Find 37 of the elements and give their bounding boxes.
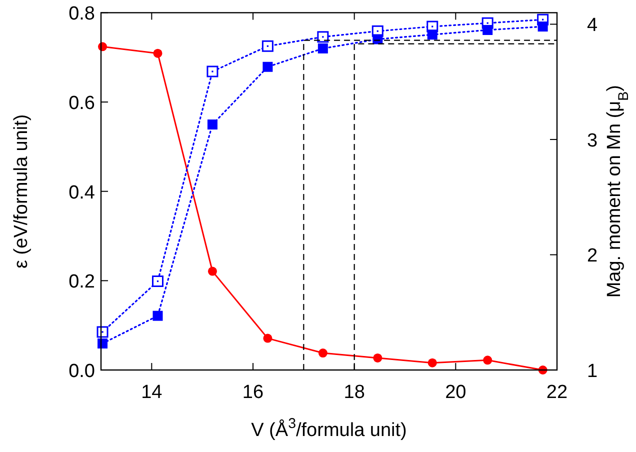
y-tick-label: 0.0 <box>68 361 95 382</box>
x-tick-label: 18 <box>344 382 365 403</box>
point <box>152 276 164 287</box>
point <box>318 348 328 358</box>
x-tick-label: 20 <box>445 382 466 403</box>
point <box>207 120 218 130</box>
y-tick-label: 0.2 <box>68 272 95 293</box>
point <box>318 43 328 54</box>
x-axis-title: V (Å$^{3}$/formula unit) <box>251 416 407 441</box>
point <box>482 24 493 35</box>
x-tick-label: 14 <box>141 382 163 403</box>
point <box>152 310 163 321</box>
point <box>427 30 438 40</box>
y-tick-label: 0.8 <box>68 4 95 25</box>
point <box>263 334 272 343</box>
y-tick-label: 0.6 <box>68 93 95 114</box>
point <box>208 266 217 276</box>
point <box>428 358 437 368</box>
y2-tick-label: 3 <box>587 130 598 152</box>
y2-tick-label: 1 <box>587 361 598 382</box>
point <box>206 66 218 78</box>
point <box>262 62 273 72</box>
point <box>317 31 329 43</box>
y2-tick-label: 2 <box>587 246 598 267</box>
y2-tick-label: 4 <box>587 15 598 36</box>
point <box>372 34 383 44</box>
point <box>373 353 382 362</box>
point <box>153 48 162 58</box>
x-tick-label: 16 <box>242 382 264 403</box>
point <box>538 22 548 32</box>
y-axis-title: ε (eV/formula unit) <box>11 114 32 268</box>
point <box>96 326 108 338</box>
point <box>483 356 492 365</box>
x-tick-label: 22 <box>546 382 568 403</box>
point <box>98 338 108 348</box>
point <box>262 40 274 52</box>
y-tick-label: 0.4 <box>68 182 96 204</box>
